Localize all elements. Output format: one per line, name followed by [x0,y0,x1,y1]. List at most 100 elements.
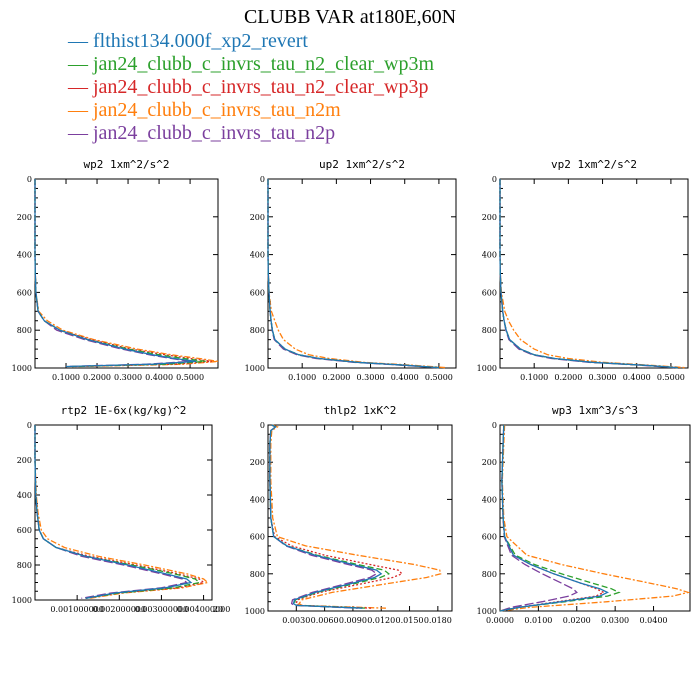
y-tick-label: 1000 [245,607,265,616]
x-tick-label: 0.1000 [520,373,548,382]
series-line-4 [34,425,210,599]
y-tick-label: 600 [250,288,265,297]
x-tick-label: 0.2000 [554,373,582,382]
y-tick-label: 0 [260,175,265,184]
y-tick-label: 1000 [477,364,497,373]
series-line-3 [34,179,212,368]
y-tick-label: 0 [260,421,265,430]
plot-frame [267,178,457,369]
x-tick-label: 0.0030 [282,616,310,625]
x-tick-label: 0.0090 [339,616,367,625]
y-tick-label: 800 [17,561,32,570]
y-tick-label: 800 [482,326,497,335]
series-line-4 [34,179,219,368]
y-tick-label: 200 [482,458,497,467]
y-tick-label: 200 [250,458,265,467]
x-tick-label: 0.002000000 [93,605,146,614]
y-tick-label: 1000 [245,364,265,373]
chart-panel-2: up2 1xm^2/s^2 0 200 400 600 800 1000 0.1000 0.20… [245,158,457,382]
x-tick-label-extra: 20 [213,605,223,614]
series-line-5 [34,179,191,368]
x-tick-label: 0.3000 [357,373,385,382]
x-tick-label: 0.5000 [425,373,453,382]
y-tick-label: 600 [17,288,32,297]
plot-frame [499,178,689,369]
y-tick-label: 800 [250,570,265,579]
series-line-5 [267,179,436,369]
series-line-2 [499,424,621,612]
series-line-1 [499,179,678,369]
series-line-3 [34,425,206,599]
x-tick-label: 0.0180 [424,616,452,625]
y-tick-label: 200 [482,213,497,222]
x-tick-label: 0.5000 [176,373,204,382]
y-tick-label: 400 [482,251,497,260]
y-tick-label: 0 [27,421,32,430]
series-line-3 [267,179,439,369]
legend-item-3: — jan24_clubb_c_invrs_tau_n2_clear_wp3p [68,76,429,98]
y-tick-label: 400 [17,491,32,500]
x-tick-label: 0.2000 [322,373,350,382]
legend-label: flthist134.000f_xp2_revert [93,30,308,52]
x-tick-label: 0.0120 [367,616,395,625]
y-tick-label: 600 [482,533,497,542]
x-tick-label: 0.1000 [288,373,316,382]
legend-item-2: — jan24_clubb_c_invrs_tau_n2_clear_wp3m [68,53,435,75]
series-line-4 [499,179,685,369]
y-tick-label: 1000 [477,607,497,616]
y-tick-label: 400 [250,251,265,260]
chart-panel-1: wp2 1xm^2/s^2 0 200 400 600 800 1000 0.1000 0.20… [12,158,219,382]
series-line-4 [270,424,442,609]
series-line-5 [269,424,378,609]
series-line-5 [499,424,578,612]
chart-title: thlp2 1xK^2 [324,404,397,417]
x-tick-label: 0.4000 [145,373,173,382]
y-tick-label: 400 [250,495,265,504]
chart-title: up2 1xm^2/s^2 [319,158,405,171]
series-line-2 [34,179,206,368]
series-line-1 [269,424,383,609]
legend-item-5: — jan24_clubb_c_invrs_tau_n2p [68,122,336,144]
x-tick-label: 0.0150 [396,616,424,625]
y-tick-label: 800 [17,326,32,335]
y-tick-label: 1000 [12,596,32,605]
x-tick-label: 0.3000 [589,373,617,382]
x-tick-label: 0.001000000 [50,605,103,614]
y-tick-label: 0 [492,175,497,184]
legend-label: jan24_clubb_c_invrs_tau_n2p [93,122,336,144]
y-tick-label: 200 [17,456,32,465]
x-tick-label: 0.5000 [657,373,685,382]
y-tick-label: 800 [250,326,265,335]
y-tick-label: 0 [492,421,497,430]
page-title: CLUBB VAR at180E,60N [243,6,457,28]
y-tick-label: 0 [27,175,32,184]
plot-frame [499,424,691,612]
x-tick-label: 0.0100 [524,616,552,625]
x-tick-label: 0.0400 [640,616,668,625]
series-line-1 [34,425,193,599]
legend-item-1: — flthist134.000f_xp2_revert [68,30,308,52]
series-line-1 [499,424,610,612]
y-tick-label: 600 [17,526,32,535]
x-tick-label: 0.0000 [486,616,514,625]
y-tick-label: 400 [482,495,497,504]
series-line-4 [267,179,446,369]
y-tick-label: 600 [250,533,265,542]
x-tick-label: 0.0300 [601,616,629,625]
x-tick-label: 0.1000 [52,373,80,382]
y-tick-label: 800 [482,570,497,579]
legend-label: jan24_clubb_c_invrs_tau_n2_clear_wp3m [93,53,435,75]
legend-item-4: — jan24_clubb_c_invrs_tau_n2m [68,99,341,121]
x-tick-label: 0.2000 [83,373,111,382]
y-tick-label: 1000 [12,364,32,373]
y-tick-label: 600 [482,288,497,297]
plot-frame [267,424,453,612]
series-line-3 [499,424,606,612]
chart-panel-4: rtp2 1E-6x(kg/kg)^2 0 200 400 600 800 1000 0.00… [12,404,231,614]
x-tick-label: 0.003000000 [135,605,188,614]
x-tick-label: 0.0060 [311,616,339,625]
chart-title: vp2 1xm^2/s^2 [551,158,637,171]
legend-label: jan24_clubb_c_invrs_tau_n2m [93,99,341,121]
chart-panel-3: vp2 1xm^2/s^2 0 200 400 600 800 1000 0.1000 0.20… [477,158,689,382]
